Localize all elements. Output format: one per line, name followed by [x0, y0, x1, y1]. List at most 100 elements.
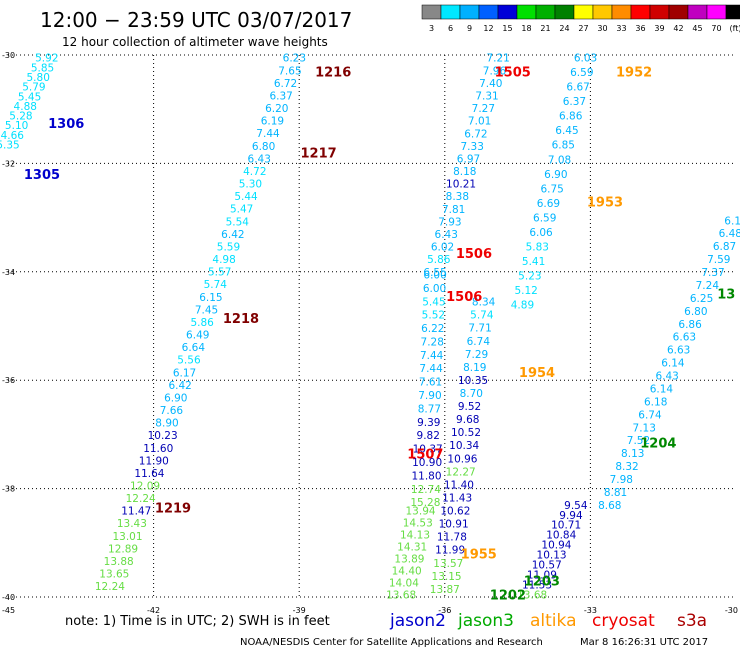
colorbar-label: 36	[635, 24, 645, 33]
wave-height-value: 6.87	[713, 241, 736, 253]
axis-tick-labels: -30 -32 -34 -36 -38 -40 -45 -42 -39 -36 -33 -30	[2, 51, 738, 615]
colorbar-swatch	[630, 4, 651, 20]
wave-height-value: 7.90	[418, 390, 441, 402]
x-tick-label: -33	[584, 606, 597, 615]
wave-height-value: 9.68	[456, 414, 479, 426]
y-tick-label: -36	[2, 376, 15, 385]
wave-height-value: 6.64	[182, 342, 206, 354]
pass-label: 1219	[155, 502, 191, 517]
wave-height-value: 10.90	[412, 457, 442, 469]
wave-height-value: 9.94	[559, 510, 583, 522]
wave-height-value: 7.28	[421, 336, 444, 348]
wave-height-value: 11.53	[522, 579, 552, 591]
wave-height-value: 7.37	[701, 267, 724, 279]
wave-height-value: 10.91	[439, 519, 469, 531]
wave-height-value: 7.52	[627, 435, 650, 447]
wave-height-value: 8.68	[598, 500, 621, 512]
colorbar-swatch	[611, 4, 632, 20]
wave-height-value: 6.15	[199, 292, 222, 304]
pass-label: 1216	[315, 65, 351, 80]
wave-height-value: 8.34	[472, 297, 496, 309]
colorbar-label: 42	[673, 24, 683, 33]
wave-height-value: 6.48	[719, 228, 740, 240]
wave-height-value: 7.98	[610, 474, 633, 486]
wave-height-value: 14.40	[392, 565, 422, 577]
wave-height-value: 6.63	[673, 332, 696, 344]
y-tick-label: -30	[2, 51, 15, 60]
wave-height-value: 10.96	[447, 453, 477, 465]
pass-label: 1955	[461, 548, 497, 563]
wave-height-value: 13.43	[117, 518, 147, 530]
pass-label: 1952	[616, 65, 652, 80]
wave-height-value: 6.42	[221, 229, 244, 241]
colorbar-swatch	[421, 4, 442, 20]
wave-height-value: 4.88	[14, 101, 37, 113]
colorbar-swatch	[649, 4, 670, 20]
footer-credit: NOAA/NESDIS Center for Satellite Applica…	[240, 637, 543, 648]
wave-height-value: 7.21	[486, 53, 509, 65]
wave-height-value: 10.94	[541, 540, 571, 552]
wave-height-value: 13.65	[99, 569, 129, 581]
wave-height-value: 14.31	[397, 541, 427, 553]
wave-height-value: 13.15	[432, 571, 462, 583]
colorbar-label: 3	[429, 24, 434, 33]
colorbar-label: 9	[467, 24, 472, 33]
pass-label: 1306	[48, 117, 84, 132]
wave-height-value: 6.43	[655, 371, 678, 383]
chart-title: 12:00 − 23:59 UTC 03/07/2017	[40, 8, 352, 32]
wave-height-value: 9.54	[564, 500, 588, 512]
wave-height-value: 13.88	[104, 556, 134, 568]
legend-entry-s3a: s3a	[677, 611, 707, 631]
wave-height-value: 10.62	[440, 506, 470, 518]
wave-height-value: 7.31	[475, 90, 498, 102]
wave-height-value: 5.83	[526, 241, 549, 253]
colorbar-label: 24	[559, 24, 569, 33]
wave-height-value: 6.17	[724, 215, 740, 227]
wave-height-value: 10.35	[458, 375, 488, 387]
wave-height-value: 8.38	[446, 191, 469, 203]
wave-height-value: 6.49	[186, 330, 209, 342]
wave-height-value: 9.82	[417, 430, 440, 442]
wave-height-value: 5.56	[177, 355, 201, 367]
wave-height-value: 9.39	[417, 417, 440, 429]
colorbar-label: (ft)	[729, 24, 740, 33]
pass-label: 1202	[490, 588, 526, 603]
wave-height-value: 11.78	[437, 532, 467, 544]
colorbar-swatch	[516, 4, 537, 20]
wave-height-value: 10.37	[413, 444, 443, 456]
wave-height-value: 6.02	[431, 242, 454, 254]
colorbar-label: 27	[578, 24, 588, 33]
wave-height-value: 7.13	[633, 422, 656, 434]
wave-height-value: 12.27	[446, 466, 476, 478]
colorbar-label: 6	[448, 24, 453, 33]
wave-height-value: 5.57	[208, 267, 231, 279]
wave-height-value: 5.41	[522, 256, 545, 268]
wave-height-value: 13.89	[394, 553, 424, 565]
colorbar-swatch	[535, 4, 556, 20]
wave-height-value: 6.00	[423, 283, 446, 295]
colorbar-swatch	[687, 4, 708, 20]
wave-height-value: 5.74	[204, 279, 228, 291]
wave-height-value: 11.47	[121, 506, 151, 518]
colorbar-swatch	[706, 4, 727, 20]
wave-height-value: 6.17	[173, 367, 196, 379]
wave-height-value: 8.81	[604, 487, 627, 499]
wave-height-value: 6.90	[164, 392, 187, 404]
wave-height-value: 8.70	[460, 388, 483, 400]
colorbar-label: 39	[654, 24, 664, 33]
wave-height-value: 9.52	[458, 401, 481, 413]
x-tick-label: -45	[2, 606, 15, 615]
colorbar-label: 15	[502, 24, 512, 33]
wave-height-value: 5.79	[22, 82, 45, 94]
y-tick-label: -38	[2, 485, 15, 494]
wave-height-value: 5.30	[239, 179, 262, 191]
colorbar-swatch	[668, 4, 689, 20]
wave-height-value: 11.90	[139, 455, 169, 467]
wave-height-value: 6.03	[574, 53, 597, 65]
wave-height-value: 5.35	[0, 139, 20, 151]
wave-height-value: 7.33	[461, 141, 484, 153]
wave-height-value: 11.80	[411, 470, 441, 482]
wave-height-value: 12.89	[108, 543, 138, 555]
colorbar-label: 45	[692, 24, 702, 33]
